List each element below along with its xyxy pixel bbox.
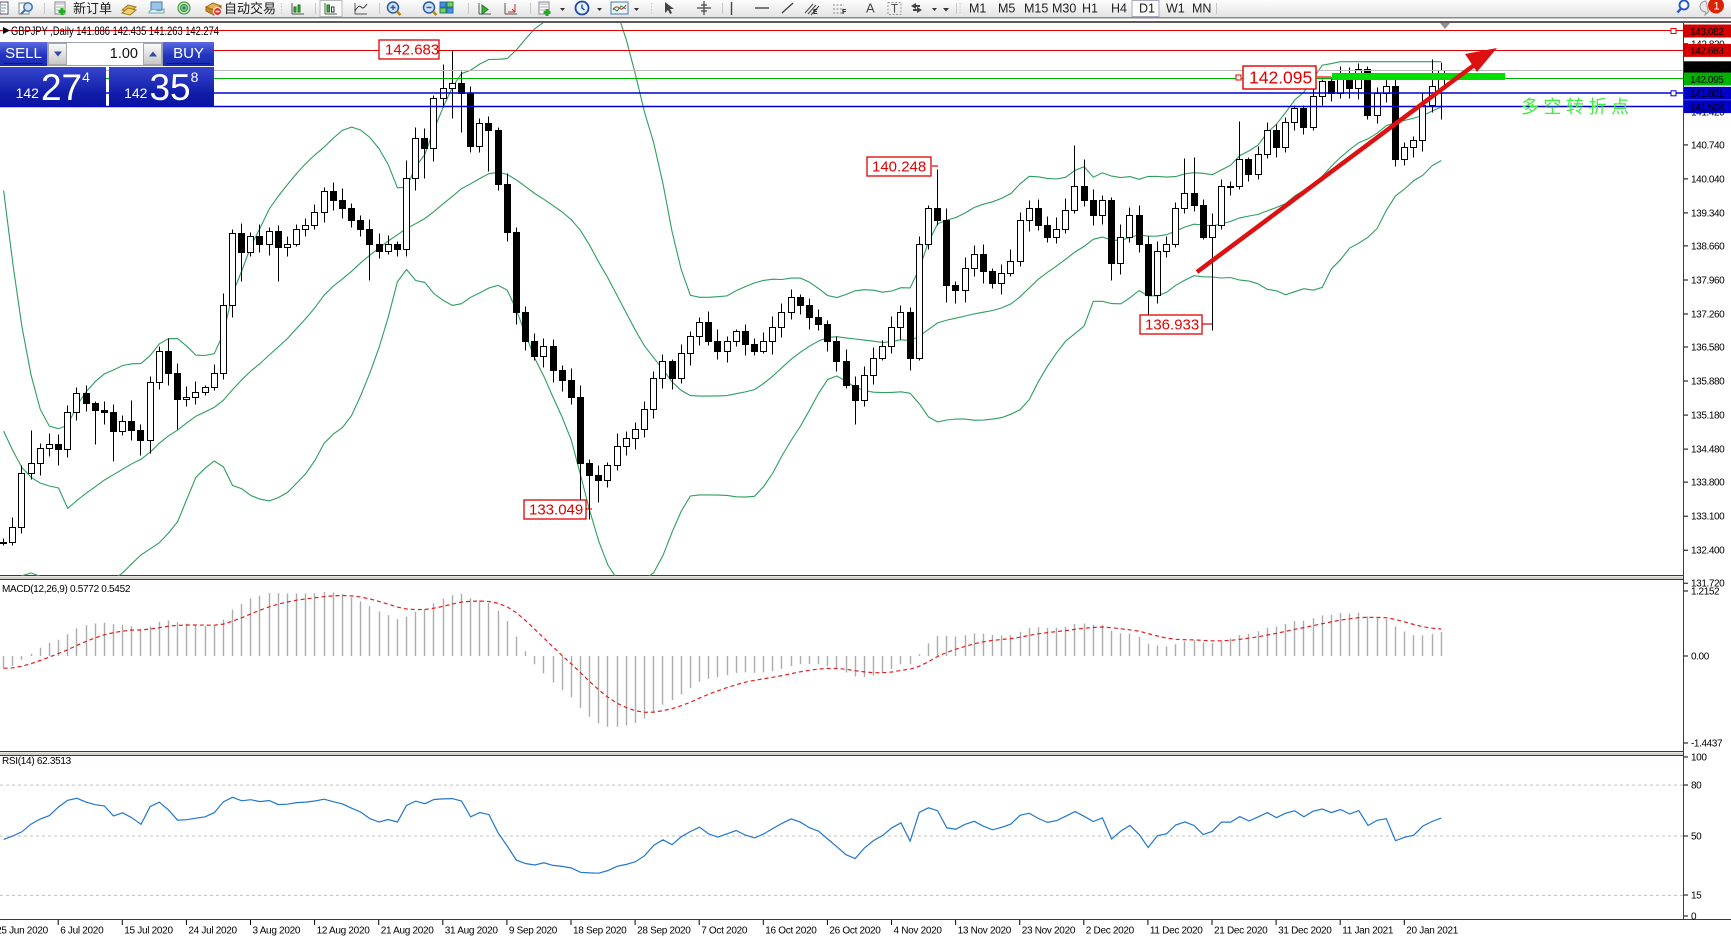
svg-text:18 Sep 2020: 18 Sep 2020 xyxy=(573,926,627,937)
svg-text:134.480: 134.480 xyxy=(1691,445,1725,456)
svg-text:50: 50 xyxy=(1691,832,1702,843)
svg-text:140.248: 140.248 xyxy=(872,159,926,176)
svg-text:13 Nov 2020: 13 Nov 2020 xyxy=(958,926,1012,937)
svg-text:26 Oct 2020: 26 Oct 2020 xyxy=(829,926,881,937)
svg-text:142.274: 142.274 xyxy=(1690,64,1724,75)
svg-text:M1: M1 xyxy=(969,2,986,16)
svg-text:137.260: 137.260 xyxy=(1691,310,1725,321)
svg-text:RSI(14) 62.3513: RSI(14) 62.3513 xyxy=(2,756,72,767)
svg-text:多空转折点: 多空转折点 xyxy=(1521,97,1634,117)
svg-text:142.095: 142.095 xyxy=(1249,68,1312,88)
svg-text:自动交易: 自动交易 xyxy=(224,1,276,16)
svg-text:24 Jul 2020: 24 Jul 2020 xyxy=(188,926,237,937)
svg-text:20 Jan 2021: 20 Jan 2021 xyxy=(1406,926,1458,937)
svg-text:141.528: 141.528 xyxy=(1690,102,1724,113)
svg-text:D1: D1 xyxy=(1139,2,1155,16)
svg-text:135.180: 135.180 xyxy=(1691,411,1725,422)
svg-text:MACD(12,26,9) 0.5772 0.5452: MACD(12,26,9) 0.5772 0.5452 xyxy=(2,584,131,595)
svg-text:139.340: 139.340 xyxy=(1691,208,1725,219)
svg-text:T: T xyxy=(891,4,898,16)
svg-text:142.683: 142.683 xyxy=(1690,46,1724,57)
svg-text:H1: H1 xyxy=(1082,2,1098,16)
svg-text:142.683: 142.683 xyxy=(385,42,439,59)
svg-text:131.720: 131.720 xyxy=(1691,579,1725,590)
svg-text:0: 0 xyxy=(1691,912,1697,923)
svg-text:80: 80 xyxy=(1691,781,1702,792)
svg-text:21 Dec 2020: 21 Dec 2020 xyxy=(1214,926,1268,937)
svg-text:28 Sep 2020: 28 Sep 2020 xyxy=(637,926,691,937)
svg-text:140.740: 140.740 xyxy=(1691,140,1725,151)
svg-text:F: F xyxy=(842,9,847,16)
svg-text:31 Aug 2020: 31 Aug 2020 xyxy=(445,926,499,937)
svg-text:1: 1 xyxy=(1714,1,1720,13)
svg-text:31 Dec 2020: 31 Dec 2020 xyxy=(1278,926,1332,937)
svg-text:11 Dec 2020: 11 Dec 2020 xyxy=(1150,926,1203,937)
svg-text:M5: M5 xyxy=(998,2,1015,16)
svg-text:135.880: 135.880 xyxy=(1691,377,1725,388)
svg-text:136.933: 136.933 xyxy=(1145,317,1199,334)
svg-text:133.100: 133.100 xyxy=(1691,512,1725,523)
svg-text:E: E xyxy=(813,9,818,16)
svg-text:W1: W1 xyxy=(1166,2,1185,16)
svg-text:133.800: 133.800 xyxy=(1691,478,1725,489)
svg-text:2 Dec 2020: 2 Dec 2020 xyxy=(1086,926,1135,937)
svg-text:140.040: 140.040 xyxy=(1691,174,1725,185)
svg-text:MN: MN xyxy=(1192,2,1211,16)
svg-text:7 Oct 2020: 7 Oct 2020 xyxy=(701,926,748,937)
svg-text:132.400: 132.400 xyxy=(1691,546,1725,557)
svg-text:100: 100 xyxy=(1691,753,1707,764)
svg-text:GBPJPY ,Daily 141.886 142.435: GBPJPY ,Daily 141.886 142.435 141.263 14… xyxy=(11,24,219,38)
svg-text:M15: M15 xyxy=(1024,2,1048,16)
svg-text:新订单: 新订单 xyxy=(73,1,112,16)
svg-text:137.960: 137.960 xyxy=(1691,276,1725,287)
svg-text:0.00: 0.00 xyxy=(1691,652,1710,663)
svg-text:15 Jul 2020: 15 Jul 2020 xyxy=(124,926,173,937)
svg-text:138.660: 138.660 xyxy=(1691,241,1725,252)
svg-text:16 Oct 2020: 16 Oct 2020 xyxy=(765,926,817,937)
svg-text:15: 15 xyxy=(1691,891,1702,902)
svg-text:133.049: 133.049 xyxy=(529,502,583,519)
svg-text:-1.4437: -1.4437 xyxy=(1691,739,1723,750)
svg-text:M30: M30 xyxy=(1052,2,1076,16)
svg-text:143.082: 143.082 xyxy=(1690,27,1724,38)
svg-text:141.801: 141.801 xyxy=(1690,89,1724,100)
svg-text:12 Aug 2020: 12 Aug 2020 xyxy=(317,926,371,937)
svg-text:A: A xyxy=(866,1,875,16)
svg-text:21 Aug 2020: 21 Aug 2020 xyxy=(381,926,435,937)
svg-text:3 Aug 2020: 3 Aug 2020 xyxy=(253,926,301,937)
svg-text:1.2152: 1.2152 xyxy=(1691,587,1720,598)
svg-text:4 Nov 2020: 4 Nov 2020 xyxy=(894,926,943,937)
svg-text:142.095: 142.095 xyxy=(1690,75,1724,86)
svg-text:H4: H4 xyxy=(1111,2,1127,16)
svg-text:25 Jun 2020: 25 Jun 2020 xyxy=(0,926,49,937)
svg-text:136.580: 136.580 xyxy=(1691,343,1725,354)
svg-text:11 Jan 2021: 11 Jan 2021 xyxy=(1342,926,1394,937)
svg-text:6 Jul 2020: 6 Jul 2020 xyxy=(60,926,104,937)
svg-text:23 Nov 2020: 23 Nov 2020 xyxy=(1022,926,1076,937)
svg-text:9 Sep 2020: 9 Sep 2020 xyxy=(509,926,558,937)
